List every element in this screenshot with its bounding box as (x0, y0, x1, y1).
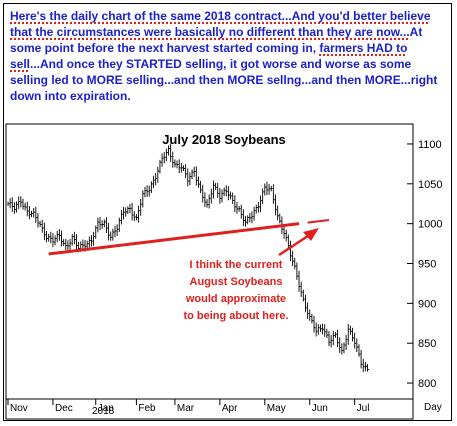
y-tick-label: 850 (418, 338, 436, 350)
commentary-text: Here's the daily chart of the same 2018 … (10, 8, 446, 104)
annotation-line-1: I think the current (190, 259, 283, 271)
y-tick-label: 950 (418, 259, 436, 271)
annotation-arrowhead (303, 228, 319, 241)
annotation-line-4: to being about here. (183, 310, 288, 322)
commentary-part-3: farmers HAD to sell (10, 41, 408, 71)
trend-line (48, 222, 300, 256)
chart-title: July 2018 Soybeans (162, 132, 286, 147)
y-axis: 800 850 900 950 1000 1050 1100 (407, 139, 442, 390)
annotation-line-3: would approximate (185, 293, 286, 305)
price-bars (7, 143, 370, 373)
x-tick-label: Mar (177, 403, 195, 414)
y-tick-label: 1050 (418, 179, 442, 191)
commentary-part-1: Here's the daily chart of the same 2018 … (10, 9, 431, 39)
y-tick-label: 1000 (418, 219, 442, 231)
y-tick-label: 900 (418, 298, 436, 310)
plot-area (5, 123, 414, 400)
x-axis-label: Day (424, 402, 442, 413)
x-tick-label: May (267, 403, 286, 414)
image-frame (3, 3, 452, 421)
x-tick-label: Nov (10, 403, 28, 414)
commentary-part-2: At some point before the next harvest st… (10, 25, 423, 55)
x-tick-label: Feb (138, 403, 156, 414)
y-tick-label: 1100 (418, 139, 442, 151)
x-axis: Nov Dec Jan Feb Mar Apr May Jun Jul (7, 399, 370, 414)
trend-line-extension (307, 219, 330, 224)
y-tick-label: 800 (418, 378, 436, 390)
x-year-label: 2018 (92, 406, 115, 417)
x-tick-label: Dec (55, 403, 73, 414)
x-axis-area (5, 398, 414, 420)
x-tick-label: Jan (98, 403, 114, 414)
x-tick-label: Apr (222, 403, 238, 414)
commentary-part-4: ...And once they STARTED selling, it got… (10, 57, 438, 103)
annotation-line-2: August Soybeans (190, 276, 283, 288)
x-tick-label: Jun (312, 403, 328, 414)
x-tick-label: Jul (357, 403, 370, 414)
